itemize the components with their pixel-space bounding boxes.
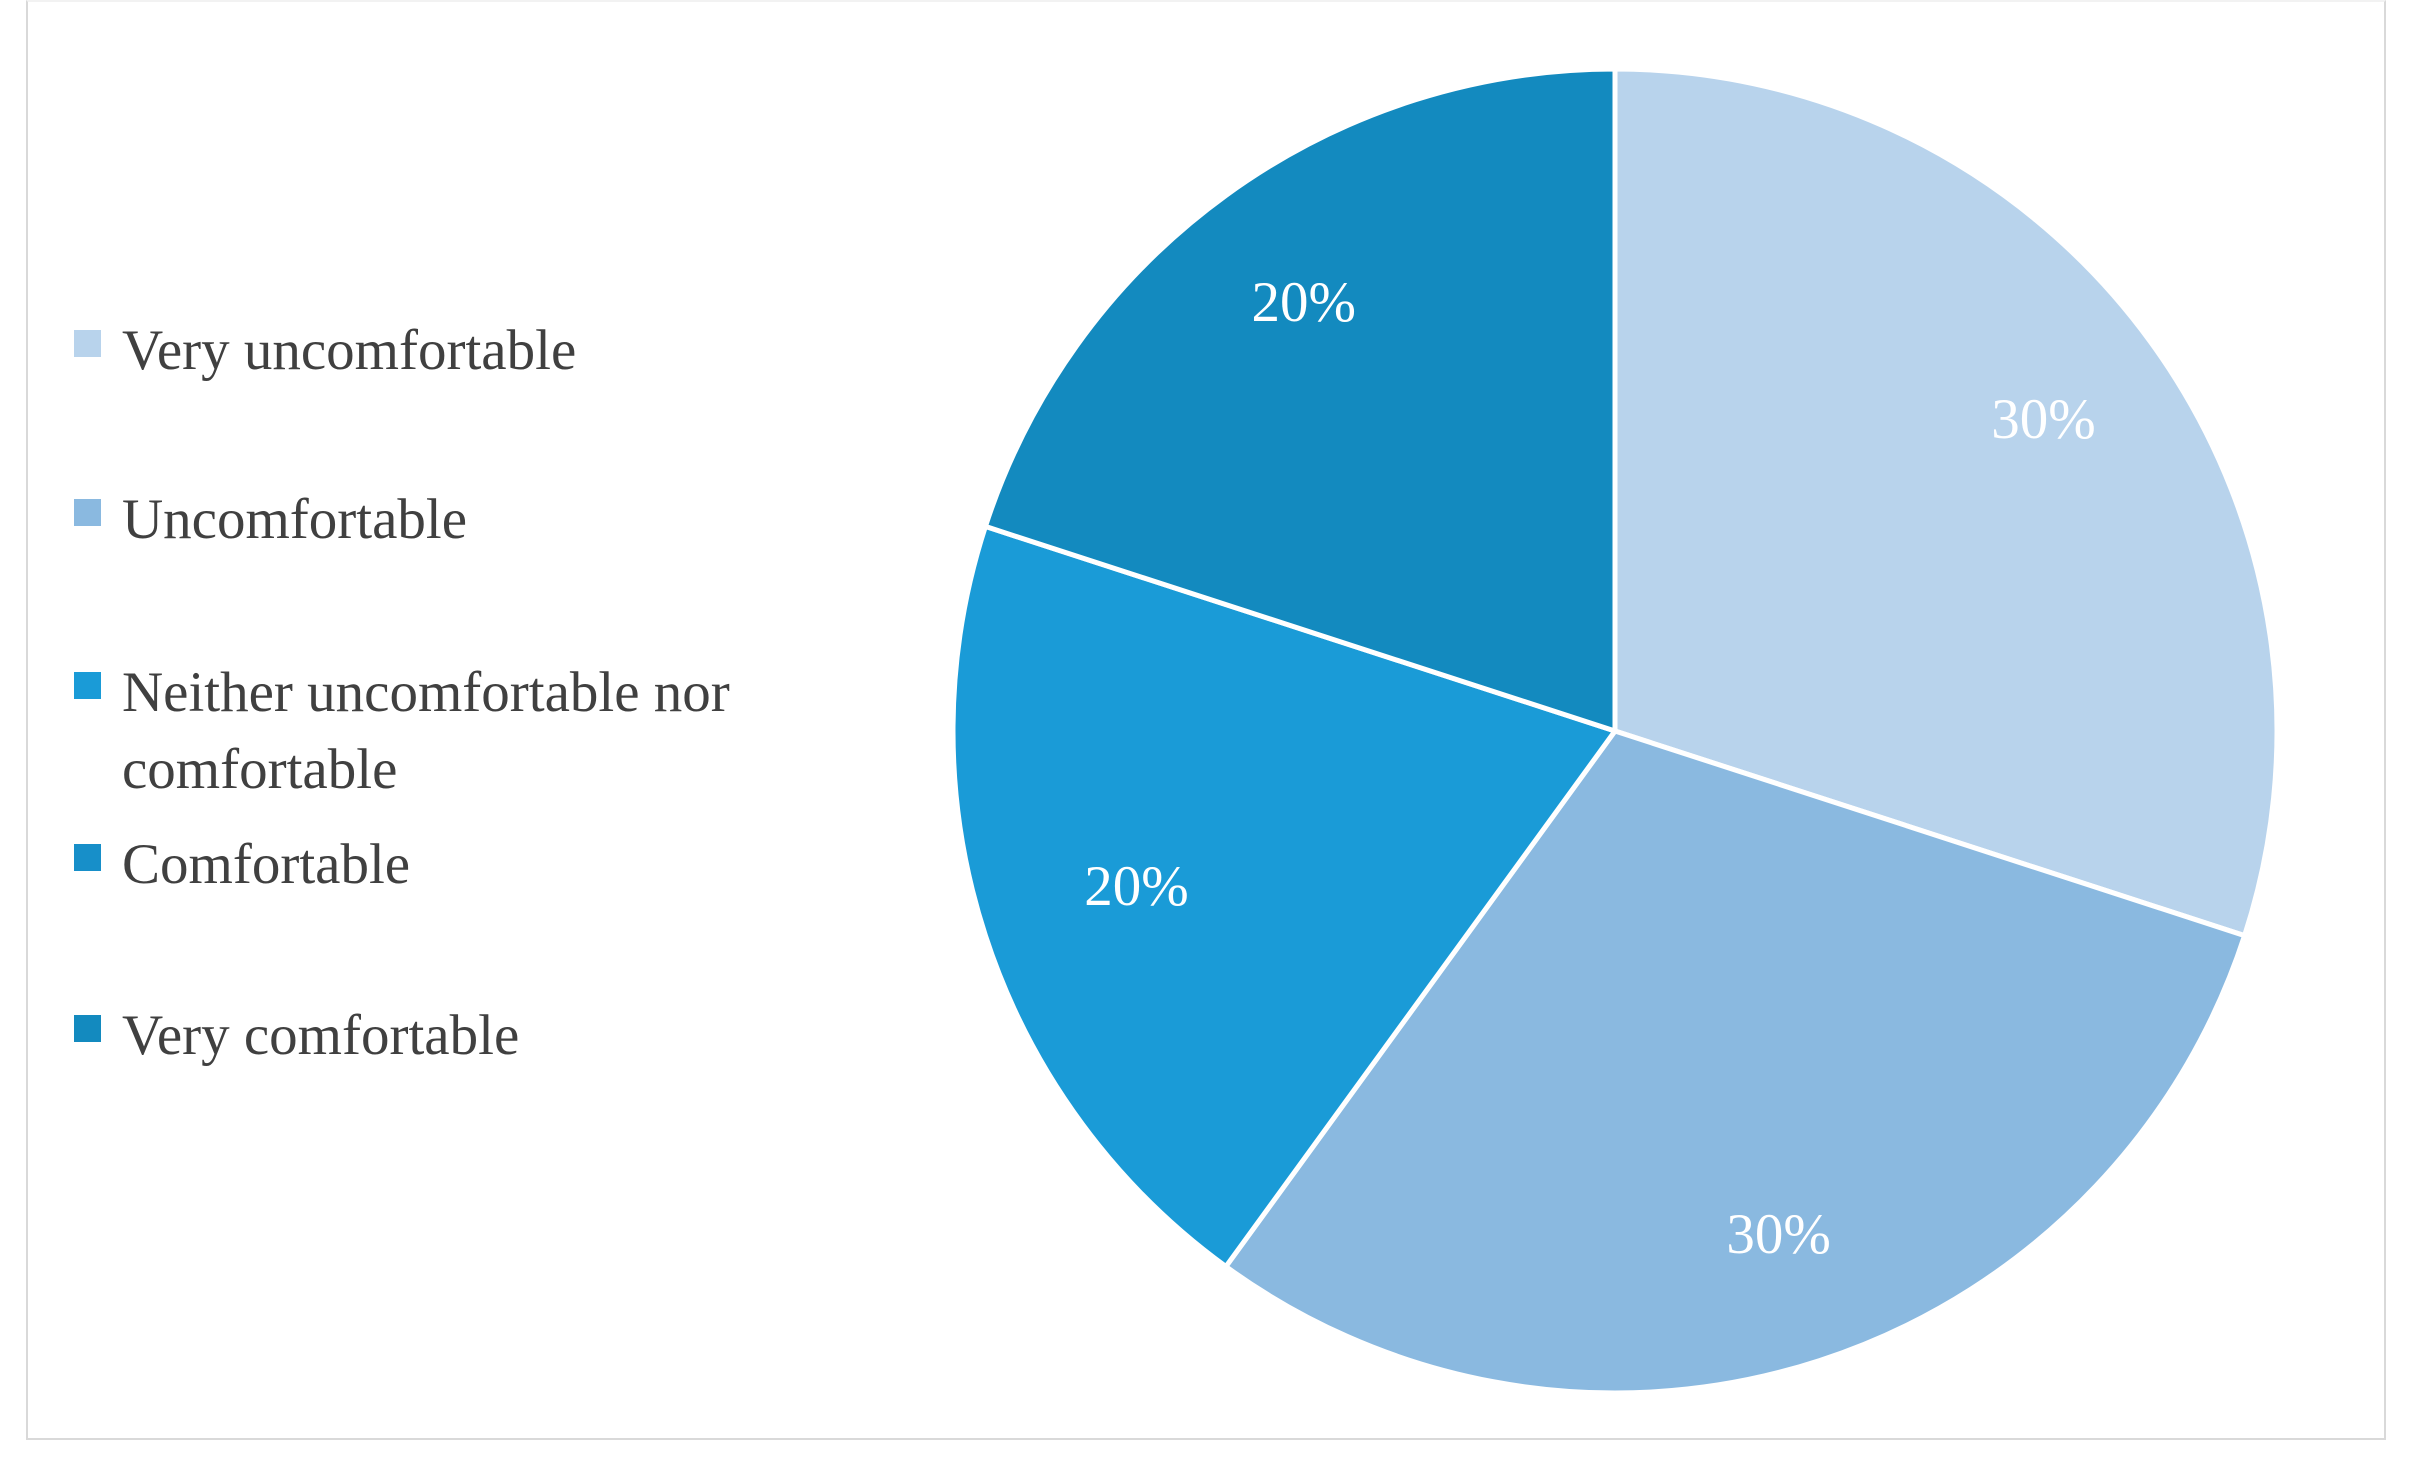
legend-label-neither: Neither uncomfortable nor comfortable [122, 661, 730, 801]
legend-item-very-comfortable: Very comfortable [74, 997, 882, 1074]
pie-slice-very-uncomfortable [1612, 66, 2280, 939]
legend-swatch-comfortable [74, 844, 101, 871]
legend-swatch-very-comfortable [74, 1015, 101, 1042]
legend-item-comfortable: Comfortable [74, 826, 882, 903]
legend: Very uncomfortable Uncomfortable Neither… [74, 0, 874, 1440]
legend-item-neither: Neither uncomfortable nor comfortable [74, 654, 882, 808]
data-label-uncomfortable: 30% [1726, 1203, 1830, 1266]
legend-swatch-uncomfortable [74, 499, 101, 526]
pie-slice-very-comfortable [982, 66, 1618, 734]
legend-item-uncomfortable: Uncomfortable [74, 481, 882, 558]
pie-slice-uncomfortable [1223, 728, 2248, 1396]
legend-swatch-very-uncomfortable [74, 330, 101, 357]
legend-swatch-neither [74, 672, 101, 699]
legend-label-uncomfortable: Uncomfortable [122, 488, 468, 551]
pie-slice-neither-uncomfortable-nor-comfortable [950, 523, 1618, 1270]
legend-label-very-uncomfortable: Very uncomfortable [122, 319, 577, 382]
data-label-very-uncomfortable: 30% [1991, 388, 2095, 451]
legend-item-very-uncomfortable: Very uncomfortable [74, 312, 882, 389]
legend-label-very-comfortable: Very comfortable [122, 1004, 520, 1067]
legend-label-comfortable: Comfortable [122, 833, 411, 896]
data-label-very-comfortable: 20% [1251, 271, 1355, 334]
data-label-neither-uncomfortable-nor-comfortable: 20% [1084, 855, 1188, 918]
